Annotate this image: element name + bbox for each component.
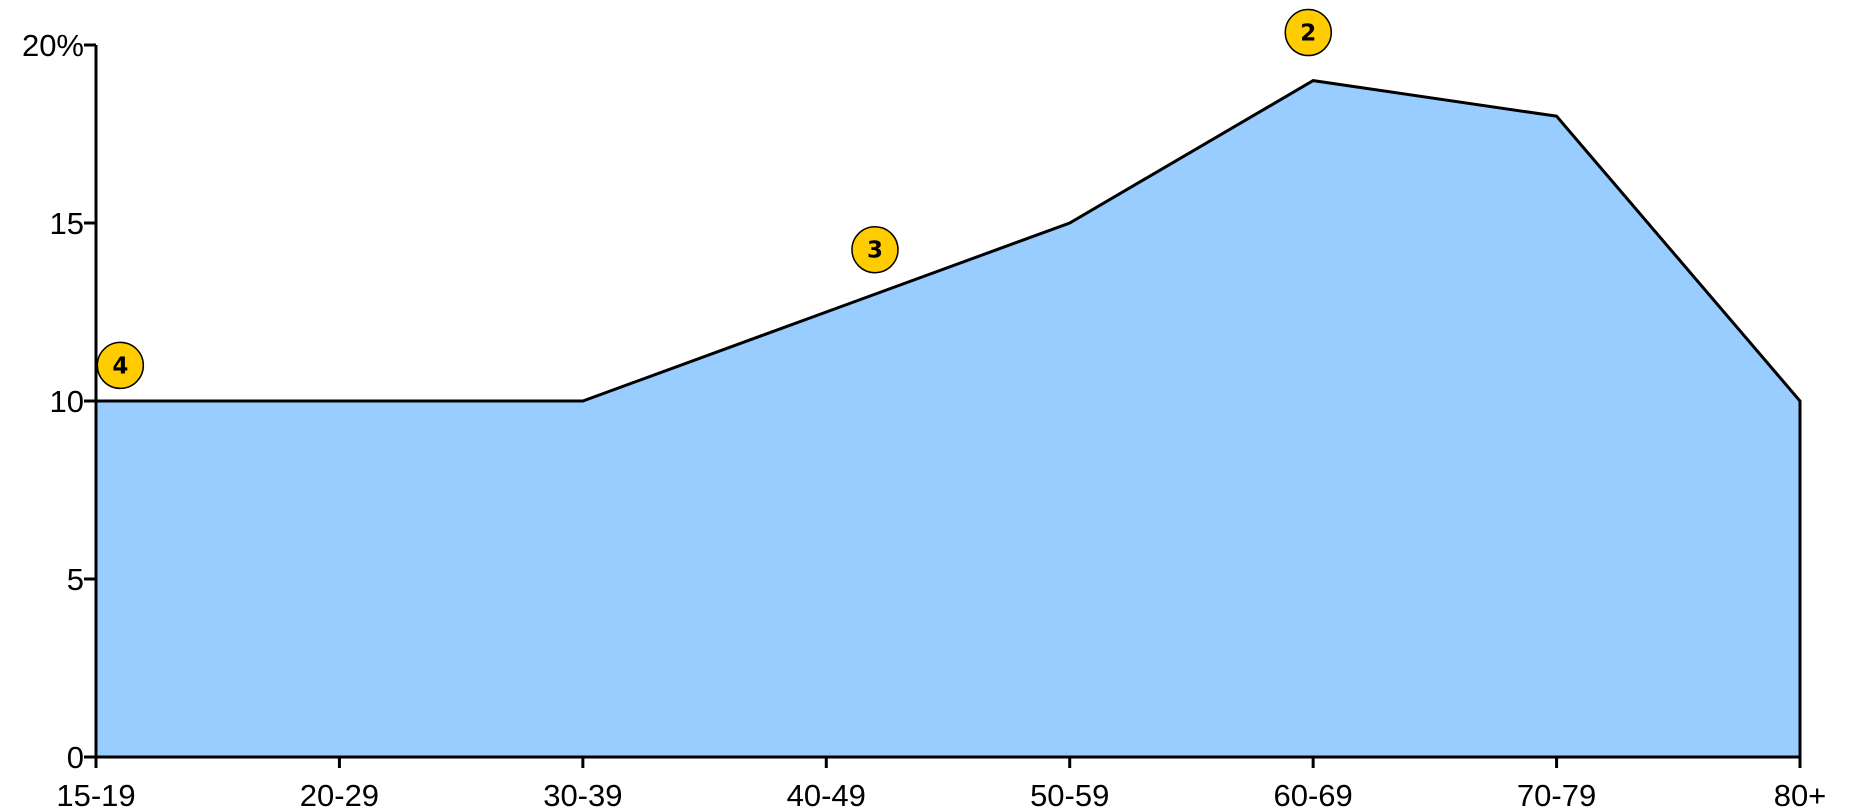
x-tick-label: 60-69 bbox=[1273, 778, 1352, 811]
annotation-badge: 3 bbox=[851, 225, 899, 274]
badge-number: 2 bbox=[1300, 21, 1316, 47]
x-tick-label: 80+ bbox=[1774, 778, 1827, 811]
x-tick-label: 30-39 bbox=[543, 778, 622, 811]
badge-circle bbox=[96, 341, 145, 390]
x-tick-label: 40-49 bbox=[787, 778, 866, 811]
x-tick-label: 50-59 bbox=[1030, 778, 1109, 811]
badge-circle bbox=[851, 225, 899, 274]
x-tick-label: 15-19 bbox=[56, 778, 135, 811]
badge-circle bbox=[1284, 8, 1333, 57]
y-tick-label: 15 bbox=[50, 206, 84, 241]
markers: 4 3 2 bbox=[96, 8, 1333, 390]
badge-number: 3 bbox=[867, 238, 883, 264]
annotation-badge: 4 bbox=[96, 341, 145, 390]
y-tick-label: 10 bbox=[50, 384, 84, 419]
area-outline bbox=[96, 79, 1802, 757]
area-fill bbox=[96, 80, 1800, 758]
y-tick-label: 5 bbox=[67, 562, 84, 597]
badge-number: 4 bbox=[112, 353, 128, 379]
ticks: 0 5 10 15 20% 15-19 20-29 30-39 40-49 50-59 60-69 7… bbox=[22, 28, 1826, 811]
x-tick-label: 20-29 bbox=[300, 778, 379, 811]
x-tick-label: 70-79 bbox=[1517, 778, 1596, 811]
plot-area bbox=[96, 79, 1802, 758]
y-tick-label: 0 bbox=[67, 740, 84, 775]
annotation-badge: 2 bbox=[1284, 8, 1333, 57]
y-tick-label: 20% bbox=[22, 28, 84, 63]
